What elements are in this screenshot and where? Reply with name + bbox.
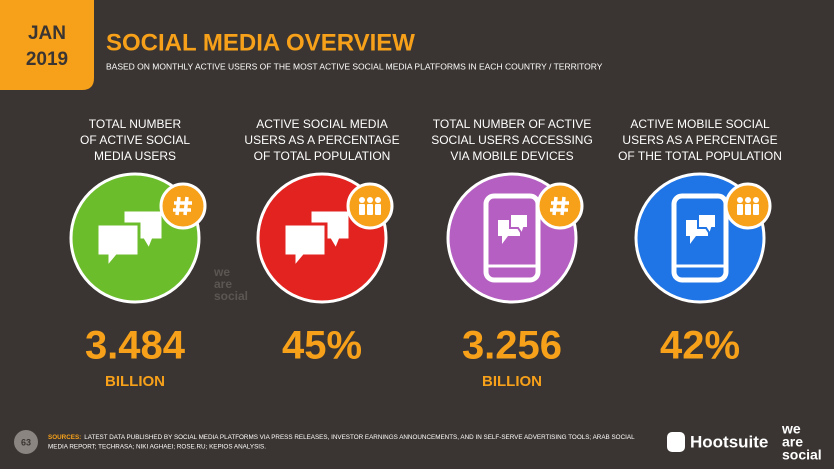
icon [509,213,529,237]
stat-label: USERS AS A PERCENTAGE [244,133,399,147]
sources: SOURCES: LATEST DATA PUBLISHED BY SOCIAL … [48,434,635,441]
brand: Hootsuite [690,432,768,451]
stat-label: VIA MOBILE DEVICES [450,149,573,163]
badge [159,182,207,230]
badge-icon [375,204,381,215]
page-number: 63 [21,437,31,447]
title: SOCIAL MEDIA OVERVIEW [106,29,415,56]
badge-icon [375,197,381,203]
badge-icon [367,197,373,203]
icon [483,193,541,283]
sources-text: LATEST DATA PUBLISHED BY SOCIAL MEDIA PL… [84,434,635,441]
sources-label: SOURCES: [48,434,81,441]
badge-icon [737,204,743,215]
date-box [0,0,94,90]
stat-unit: BILLION [105,373,165,390]
stat-label: MEDIA USERS [94,149,176,163]
badge-icon [183,196,189,216]
badge-icon [552,196,558,216]
stat-value: 3.484 [85,324,186,368]
badge-icon [560,196,566,216]
stat-value: 3.256 [462,324,562,368]
stat-label: OF ACTIVE SOCIAL [80,133,190,147]
brand-2: social [782,447,822,463]
badge-icon [359,204,365,215]
icon [671,193,729,283]
stat-label: ACTIVE MOBILE SOCIAL [630,117,770,131]
badge-icon [367,204,373,215]
brand-2: we [781,421,801,437]
stat-label: OF TOTAL POPULATION [254,149,391,163]
stat-label: TOTAL NUMBER OF ACTIVE [433,117,591,131]
badge [536,182,584,230]
badge-icon [175,196,181,216]
stat-label: TOTAL NUMBER [89,117,182,131]
year: 2019 [26,49,68,70]
watermark: we [213,265,230,279]
subtitle: BASED ON MONTHLY ACTIVE USERS OF THE MOS… [106,61,603,71]
stat-label: SOCIAL USERS ACCESSING [431,133,593,147]
icon [95,222,141,273]
month: JAN [28,23,66,44]
icon [282,222,328,273]
badge-icon [745,197,751,203]
watermark: are [214,277,232,291]
badge-icon [753,197,759,203]
stat-label: ACTIVE SOCIAL MEDIA [256,117,388,131]
icon [697,213,717,237]
badge-icon [359,197,365,203]
stat-value: 42% [660,324,740,368]
badge-icon [737,197,743,203]
stat-unit: BILLION [482,373,542,390]
badge-icon [745,204,751,215]
badge-icon [753,204,759,215]
hootsuite-owl [667,432,685,452]
watermark: social [214,289,248,303]
stat-label: USERS AS A PERCENTAGE [622,133,777,147]
stat-label: OF THE TOTAL POPULATION [618,149,782,163]
sources: MEDIA REPORT; TECHRASA; NIKI AGHAEI; ROS… [48,444,266,451]
page-badge [14,430,38,454]
stat-value: 45% [282,324,362,368]
brand-2: are [782,434,803,450]
